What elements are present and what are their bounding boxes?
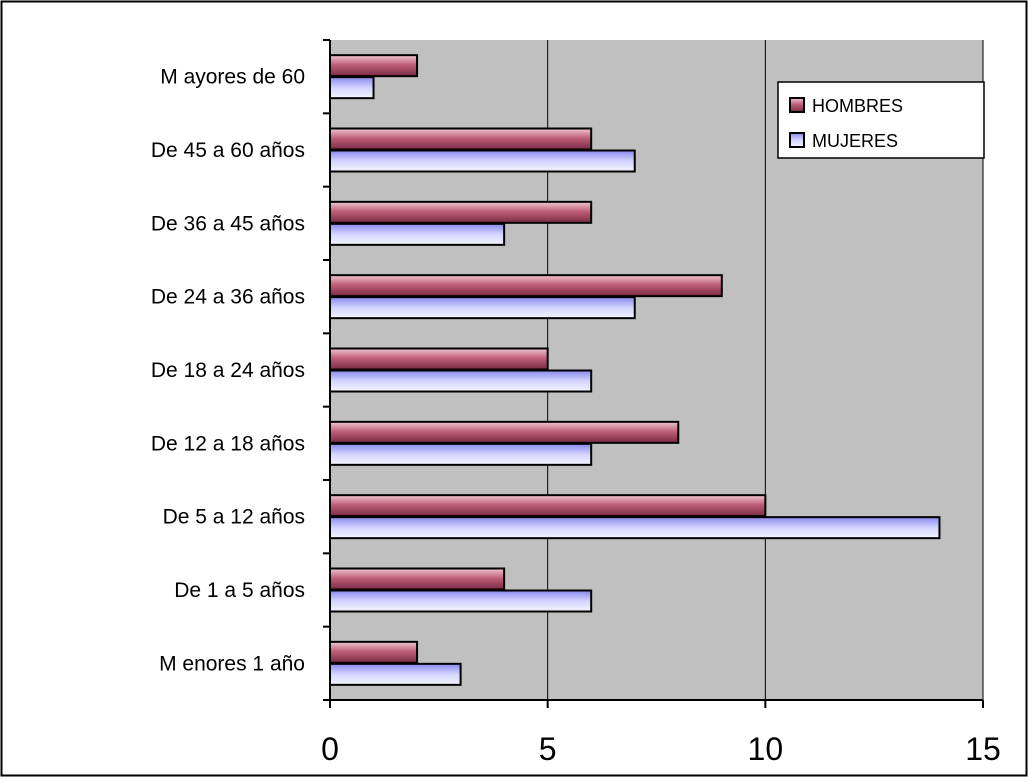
bar-hombres <box>329 640 419 664</box>
legend-box <box>777 81 985 159</box>
category-label: De 18 a 24 años <box>151 359 305 382</box>
bar-hombres <box>329 494 767 518</box>
x-tick-label: 0 <box>321 731 339 767</box>
category-label: De 45 a 60 años <box>151 139 305 162</box>
category-label: De 36 a 45 años <box>151 212 305 235</box>
legend-swatch-hombres <box>789 97 805 113</box>
legend-label-hombres: HOMBRES <box>812 96 903 116</box>
bar-hombres <box>329 567 506 591</box>
bar-hombres <box>329 420 680 444</box>
bar-mujeres <box>329 149 636 173</box>
bar-mujeres <box>329 516 941 540</box>
bar-mujeres <box>329 589 593 613</box>
bar-hombres <box>329 347 549 371</box>
bar-mujeres <box>329 296 636 320</box>
x-tick-label: 15 <box>965 731 1001 767</box>
bar-hombres <box>329 200 593 224</box>
bar-mujeres <box>329 222 506 246</box>
category-label: De 1 a 5 años <box>174 579 305 602</box>
legend-label-mujeres: MUJERES <box>812 131 898 151</box>
legend-swatch-mujeres <box>789 132 805 148</box>
category-label: De 24 a 36 años <box>151 286 305 309</box>
bar-mujeres <box>329 442 593 466</box>
bar-mujeres <box>329 662 462 686</box>
category-label: M enores 1 año <box>159 652 305 675</box>
category-label: De 12 a 18 años <box>151 432 305 455</box>
bar-mujeres <box>329 369 593 393</box>
bar-hombres <box>329 54 419 78</box>
category-label: M ayores de 60 <box>160 66 305 89</box>
category-label: De 5 a 12 años <box>163 506 305 529</box>
bar-hombres <box>329 127 593 151</box>
x-tick-label: 10 <box>748 731 784 767</box>
bar-mujeres <box>329 76 375 100</box>
bar-hombres <box>329 274 723 298</box>
x-tick-label: 5 <box>539 731 557 767</box>
